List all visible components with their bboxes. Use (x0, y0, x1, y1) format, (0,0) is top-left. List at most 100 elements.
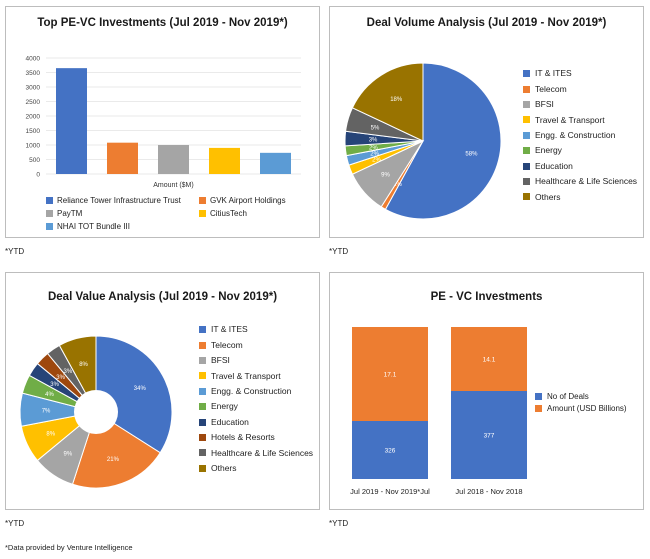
deal-volume-value-label: 2% (370, 152, 379, 158)
deal-value-legend-swatch (199, 387, 206, 395)
deal-volume-legend-item: Others (523, 189, 637, 204)
deal-value-legend-item: Telecom (199, 337, 313, 352)
deal-value-legend-swatch (199, 433, 206, 441)
deal-value-legend-label: BFSI (211, 355, 230, 366)
deals-bar-segment (352, 421, 428, 479)
bar (56, 68, 87, 174)
deal-volume-value-label: 5% (371, 125, 380, 131)
deal-volume-legend-swatch (523, 100, 530, 108)
deal-value-title: Deal Value Analysis (Jul 2019 - Nov 2019… (47, 291, 278, 303)
deal-volume-chart: 58%1%9%2%2%2%3%5%18% (344, 62, 502, 220)
legend-label: Reliance Tower Infrastructure Trust (57, 196, 182, 205)
deal-volume-legend-label: Engg. & Construction (535, 130, 616, 140)
legend-label: CitiusTech (210, 209, 247, 218)
y-tick-label: 4000 (26, 56, 41, 63)
deal-volume-legend-item: Engg. & Construction (523, 128, 637, 143)
deal-volume-legend-label: Travel & Transport (535, 114, 605, 125)
pe-vc-legend-swatch (535, 392, 542, 400)
pe-vc-legend-item: Amount (USD Billions) (535, 403, 627, 416)
amount-value-label: 17.1 (384, 372, 397, 379)
y-tick-label: 1000 (26, 143, 41, 150)
deal-volume-legend: IT & ITES Telecom BFSI Travel & Transport En… (523, 66, 637, 205)
deal-value-legend-item: Others (199, 461, 313, 476)
legend-label: PayTM (57, 209, 83, 218)
deal-volume-panel: Deal Volume Analysis (Jul 2019 - Nov 201… (329, 6, 644, 238)
deal-value-value-label: 4% (45, 392, 54, 398)
deal-value-panel: Deal Value Analysis (Jul 2019 - Nov 2019… (5, 272, 320, 510)
deal-volume-value-label: 2% (372, 158, 381, 164)
deal-value-legend-item: Education (199, 414, 313, 429)
bar (158, 145, 189, 174)
deal-value-legend-label: Hotels & Resorts (211, 432, 275, 443)
pe-vc-legend-swatch (535, 405, 542, 413)
deal-volume-legend-swatch (523, 177, 530, 185)
deal-value-legend-item: Hotels & Resorts (199, 430, 313, 445)
pe-vc-chart: 326 17.1 Jul 2019 - Nov 2019*Jul 377 14.1 Jul… (350, 327, 527, 496)
y-tick-label: 0 (36, 172, 40, 179)
ytd-note-4: *YTD (329, 519, 349, 528)
deal-volume-legend-item: Energy (523, 143, 637, 158)
deal-value-legend-label: Healthcare & Life Sciences (211, 447, 314, 458)
deal-volume-title: Deal Volume Analysis (Jul 2019 - Nov 201… (366, 17, 607, 29)
deal-volume-legend-swatch (523, 70, 530, 78)
deal-value-legend: IT & ITES Telecom BFSI Travel & Transport En… (199, 322, 313, 476)
deal-value-chart: 34%21%9%8%7%4%3%3%3%8% (19, 335, 173, 489)
deal-value-legend-item: Energy (199, 399, 313, 414)
deal-value-value-label: 8% (46, 431, 55, 437)
deal-value-legend-swatch (199, 326, 206, 334)
deal-value-value-label: 7% (42, 409, 51, 415)
deal-volume-legend-label: Telecom (535, 83, 567, 94)
y-tick-label: 2500 (26, 99, 41, 106)
deal-value-legend-swatch (199, 403, 206, 411)
deal-volume-legend-item: Healthcare & Life Sciences (523, 174, 637, 189)
deal-volume-legend-swatch (523, 85, 530, 93)
ytd-note-2: *YTD (329, 247, 349, 256)
deal-value-value-label: 34% (134, 386, 147, 392)
category-label: Jul 2018 - Nov 2018 (455, 487, 522, 496)
deal-value-value-label: 3% (56, 375, 65, 381)
deal-volume-legend-label: Education (535, 160, 573, 171)
deal-value-legend-swatch (199, 341, 206, 349)
deal-volume-legend-label: BFSI (535, 99, 554, 110)
deal-volume-legend-item: Education (523, 158, 637, 173)
deal-value-legend-item: IT & ITES (199, 322, 313, 337)
pe-vc-legend-label: No of Deals (547, 391, 589, 401)
deal-value-legend-label: Energy (211, 401, 238, 412)
deal-volume-legend-swatch (523, 147, 530, 155)
deal-volume-legend-swatch (523, 162, 530, 170)
deal-volume-legend-item: Telecom (523, 81, 637, 96)
deal-volume-value-label: 3% (369, 138, 378, 144)
deal-volume-legend-item: IT & ITES (523, 66, 637, 81)
deal-value-legend-label: IT & ITES (211, 324, 248, 335)
deal-volume-legend-label: Healthcare & Life Sciences (535, 176, 638, 187)
top-investments-panel: Top PE-VC Investments (Jul 2019 - Nov 20… (5, 6, 320, 238)
top-investments-title: Top PE-VC Investments (Jul 2019 - Nov 20… (37, 17, 288, 29)
legend-label: NHAI TOT Bundle III (57, 222, 130, 231)
deal-volume-legend-swatch (523, 193, 530, 201)
deal-volume-slice (384, 62, 502, 220)
deal-volume-value-label: 2% (369, 145, 378, 151)
deal-volume-legend-label: Energy (535, 145, 562, 156)
deal-value-legend-swatch (199, 418, 206, 426)
deal-volume-value-label: 1% (393, 182, 402, 188)
deal-value-legend-label: Telecom (211, 339, 243, 350)
deals-value-label: 326 (385, 448, 396, 455)
pe-vc-legend-label: Amount (USD Billions) (547, 404, 627, 414)
deal-value-legend-swatch (199, 356, 206, 364)
legend-swatch (46, 223, 53, 230)
deal-volume-legend-swatch (523, 131, 530, 139)
amount-bar-segment (451, 327, 527, 391)
deal-volume-slice (351, 62, 424, 142)
deal-value-value-label: 3% (64, 369, 73, 375)
deal-volume-legend-item: BFSI (523, 97, 637, 112)
deal-volume-legend-label: IT & ITES (535, 68, 572, 79)
ytd-note-3: *YTD (5, 519, 25, 528)
deal-volume-legend-swatch (523, 116, 530, 124)
y-tick-label: 500 (29, 157, 40, 164)
legend-swatch (46, 210, 53, 217)
bar (107, 142, 138, 174)
deal-value-legend-item: Healthcare & Life Sciences (199, 445, 313, 460)
pe-vc-legend: No of Deals Amount (USD Billions) (535, 390, 627, 415)
deal-value-value-label: 9% (64, 452, 73, 458)
amount-bar-segment (352, 327, 428, 421)
